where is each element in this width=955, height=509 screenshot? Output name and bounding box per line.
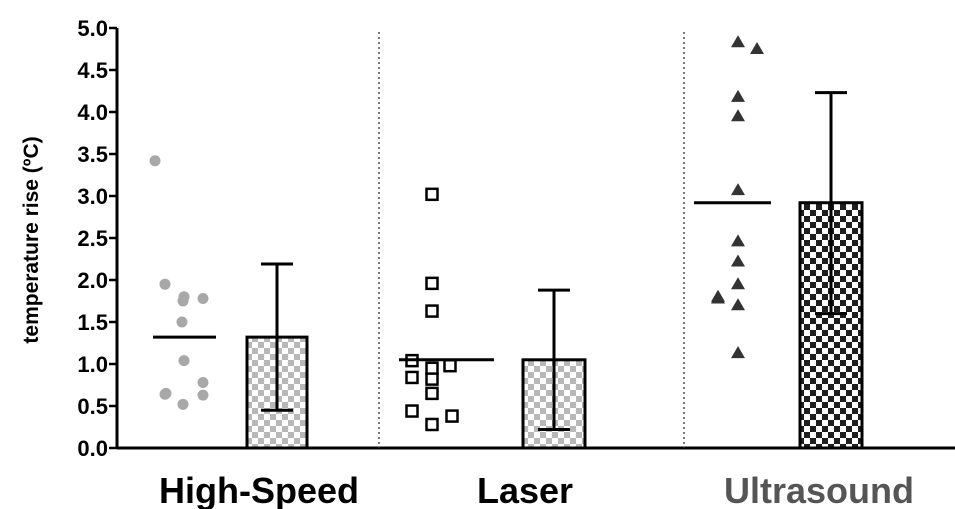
data-point bbox=[425, 386, 439, 401]
y-tick-label: 0.5 bbox=[77, 394, 108, 419]
data-point bbox=[177, 398, 189, 410]
data-point bbox=[149, 155, 161, 167]
data-point bbox=[443, 358, 457, 373]
y-tick-label: 2.0 bbox=[77, 268, 108, 293]
data-point bbox=[731, 89, 745, 102]
category-label: Laser bbox=[477, 470, 573, 509]
data-point bbox=[159, 388, 171, 400]
y-tick-label: 4.5 bbox=[77, 58, 108, 83]
data-point bbox=[159, 278, 171, 290]
data-point bbox=[731, 234, 745, 247]
data-point bbox=[425, 372, 439, 386]
category-label: Ultrasound bbox=[724, 470, 914, 509]
data-point bbox=[731, 298, 745, 311]
y-tick-label: 3.0 bbox=[77, 184, 108, 209]
y-tick-label: 5.0 bbox=[77, 16, 108, 41]
data-point bbox=[425, 417, 439, 432]
data-point bbox=[731, 346, 745, 359]
data-point bbox=[197, 292, 209, 304]
data-point bbox=[731, 35, 745, 48]
data-point bbox=[445, 409, 459, 423]
data-point bbox=[711, 291, 725, 304]
data-point bbox=[425, 304, 439, 318]
data-point bbox=[176, 316, 188, 328]
category-label: High-Speed bbox=[159, 470, 359, 509]
data-point bbox=[731, 109, 745, 122]
y-axis-title: temperature rise (ºC) bbox=[20, 136, 43, 343]
data-point bbox=[425, 361, 439, 375]
plot-area: 0.0 0.5 1.0 1.5 2.0 2.5 3.0 3.5 4.0 4.5 5.0 High-Sp… bbox=[77, 16, 955, 509]
data-point bbox=[405, 370, 419, 385]
data-point bbox=[178, 355, 190, 367]
y-tick-label: 1.5 bbox=[77, 310, 108, 335]
data-point bbox=[177, 295, 189, 307]
data-point bbox=[197, 376, 209, 388]
y-tick-label: 2.5 bbox=[77, 226, 108, 251]
data-point bbox=[405, 404, 419, 418]
y-tick-label: 4.0 bbox=[77, 100, 108, 125]
y-tick-label: 1.0 bbox=[77, 352, 108, 377]
y-tick-label: 3.5 bbox=[77, 142, 108, 167]
data-point bbox=[731, 277, 745, 290]
data-point bbox=[731, 254, 745, 267]
data-point bbox=[425, 276, 439, 291]
data-point bbox=[197, 389, 209, 401]
bar bbox=[798, 201, 864, 450]
data-point bbox=[750, 42, 764, 54]
data-point bbox=[731, 183, 745, 196]
data-point bbox=[425, 187, 439, 202]
y-tick-label: 0.0 bbox=[77, 436, 108, 461]
